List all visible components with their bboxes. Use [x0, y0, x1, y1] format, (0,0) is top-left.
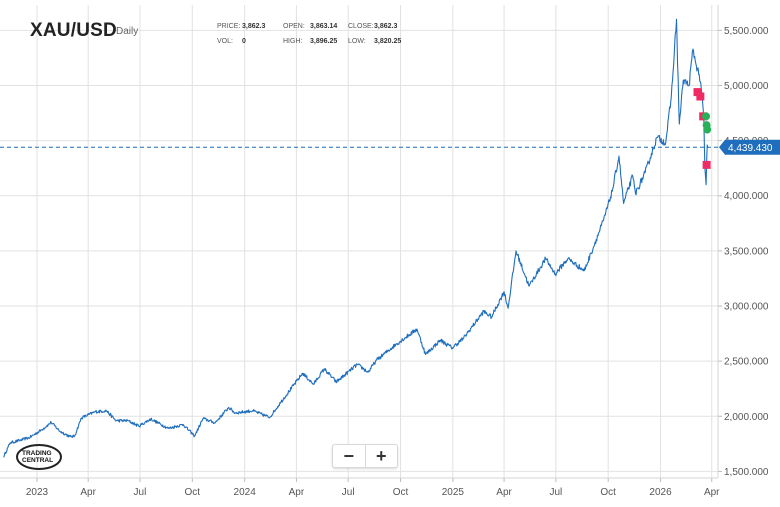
- horizontal-gridlines: [0, 29, 722, 472]
- current-price-tag-shape: [719, 139, 780, 155]
- x-tick-label: Apr: [704, 487, 720, 498]
- close-label: CLOSE:: [348, 23, 374, 30]
- logo-line-2: CENTRAL: [22, 457, 54, 464]
- price-label: PRICE:: [217, 23, 241, 30]
- low-label: LOW:: [348, 38, 366, 45]
- x-tick-label: Jul: [549, 487, 562, 498]
- close-value: 3,862.3: [374, 23, 398, 30]
- sell-signal-marker: [702, 160, 711, 169]
- time-axis-labels: 2023 Apr Jul Oct 2024 Apr Jul Oct 2025 Apr Jul Oct 2…: [26, 487, 720, 498]
- y-tick-label: 3,500.000: [724, 246, 769, 257]
- open-value: 3,863.14: [310, 23, 338, 30]
- vol-value: 0: [242, 38, 246, 45]
- x-tick-label: Apr: [289, 487, 305, 498]
- vertical-gridlines: [36, 5, 713, 482]
- y-tick-label: 5,500.000: [724, 26, 769, 37]
- x-tick-label: Oct: [393, 487, 409, 498]
- y-tick-label: 3,000.000: [724, 302, 769, 313]
- y-tick-label: 2,000.000: [724, 412, 769, 423]
- interval-label: Daily: [116, 26, 139, 37]
- price-axis-labels: 1,500.000 2,000.000 2,500.000 3,000.000 3,50…: [724, 26, 769, 478]
- y-tick-label: 5,000.000: [724, 81, 769, 92]
- low-value: 3,820.25: [374, 38, 402, 45]
- logo-text: TRADING CENTRAL: [22, 450, 53, 464]
- zoom-out-button[interactable]: −: [333, 445, 366, 467]
- ohlc-stats-col-1: PRICE: 3,862.3 VOL: 0: [217, 19, 265, 49]
- buy-signal-marker: [702, 112, 711, 121]
- zoom-in-button[interactable]: +: [375, 445, 387, 466]
- vol-label: VOL:: [217, 38, 233, 45]
- sell-signal-marker: [696, 92, 705, 101]
- x-tick-label: Jul: [342, 487, 355, 498]
- x-tick-label: 2023: [26, 487, 49, 498]
- ohlc-stats-col-2: OPEN: 3,863.14 HIGH: 3,896.25: [283, 19, 337, 49]
- logo-swoosh-icon: [16, 444, 62, 470]
- price-series-line: [3, 18, 709, 458]
- y-tick-label: 2,500.000: [724, 357, 769, 368]
- buy-signal-marker: [703, 125, 712, 134]
- open-label: OPEN:: [283, 23, 305, 30]
- signal-markers: [693, 88, 712, 169]
- ohlc-stats-col-3: CLOSE:3,862.3 LOW: 3,820.25: [348, 19, 401, 49]
- symbol-title: XAU/USD: [30, 20, 117, 41]
- high-value: 3,896.25: [310, 38, 338, 45]
- high-label: HIGH:: [283, 38, 303, 45]
- y-tick-label: 1,500.000: [724, 467, 769, 478]
- x-tick-label: 2025: [442, 487, 465, 498]
- x-tick-label: 2024: [234, 487, 257, 498]
- zoom-controls: − +: [332, 444, 398, 468]
- trading-central-logo: [16, 444, 62, 470]
- sell-signal-marker: [693, 88, 702, 97]
- x-tick-label: Jul: [134, 487, 147, 498]
- x-tick-label: Oct: [600, 487, 616, 498]
- x-tick-label: 2026: [649, 487, 672, 498]
- x-tick-label: Oct: [185, 487, 201, 498]
- x-tick-label: Apr: [496, 487, 512, 498]
- current-price-label: 4,439.430: [728, 143, 773, 154]
- current-price-tag: 4,439.430: [719, 139, 780, 155]
- logo-line-1: TRADING: [22, 450, 52, 457]
- x-tick-label: Apr: [80, 487, 96, 498]
- price-value: 3,862.3: [242, 23, 266, 30]
- y-tick-label: 4,000.000: [724, 191, 769, 202]
